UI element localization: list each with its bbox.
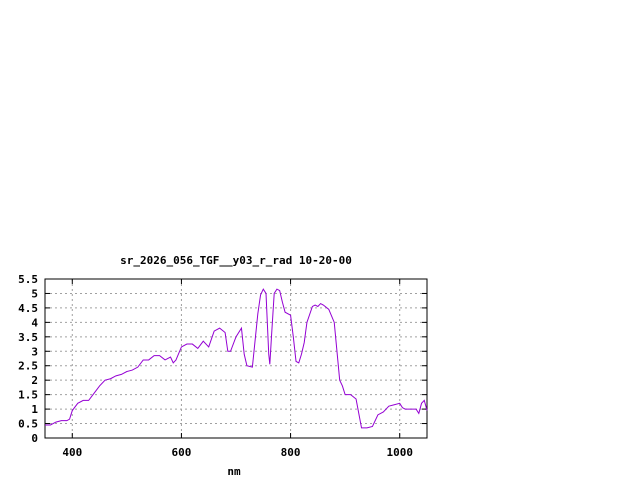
y-tick-label: 1 xyxy=(31,403,38,416)
x-tick-label: 600 xyxy=(171,446,191,459)
y-tick-label: 3 xyxy=(31,345,38,358)
y-tick-label: 5 xyxy=(31,287,38,300)
y-tick-label: 0.5 xyxy=(18,418,38,431)
series-line xyxy=(45,288,428,429)
y-tick-label: 5.5 xyxy=(18,273,38,286)
x-tick-label: 400 xyxy=(62,446,82,459)
series-group xyxy=(45,288,428,429)
plot-frame xyxy=(44,278,428,439)
y-tick-label: 1.5 xyxy=(18,389,38,402)
y-tick-label: 3.5 xyxy=(18,331,38,344)
x-tick-label: 800 xyxy=(281,446,301,459)
x-tick-labels: 400 600 800 1000 xyxy=(62,446,413,459)
chart-title: sr_2026_056_TGF__y03_r_rad 10-20-00 xyxy=(120,254,352,267)
y-tick-label: 4 xyxy=(31,316,38,329)
axis-ticks xyxy=(45,278,427,439)
y-tick-label: 0 xyxy=(31,432,38,445)
y-tick-label: 2 xyxy=(31,374,38,387)
x-axis-label: nm xyxy=(227,465,241,478)
x-tick-label: 1000 xyxy=(386,446,413,459)
y-tick-label: 4.5 xyxy=(18,302,38,315)
y-tick-label: 2.5 xyxy=(18,360,38,373)
grid xyxy=(45,279,427,438)
y-tick-labels: 00.5 11.5 22.5 33.5 44.5 55.5 xyxy=(18,273,38,445)
plot-border xyxy=(44,278,428,439)
